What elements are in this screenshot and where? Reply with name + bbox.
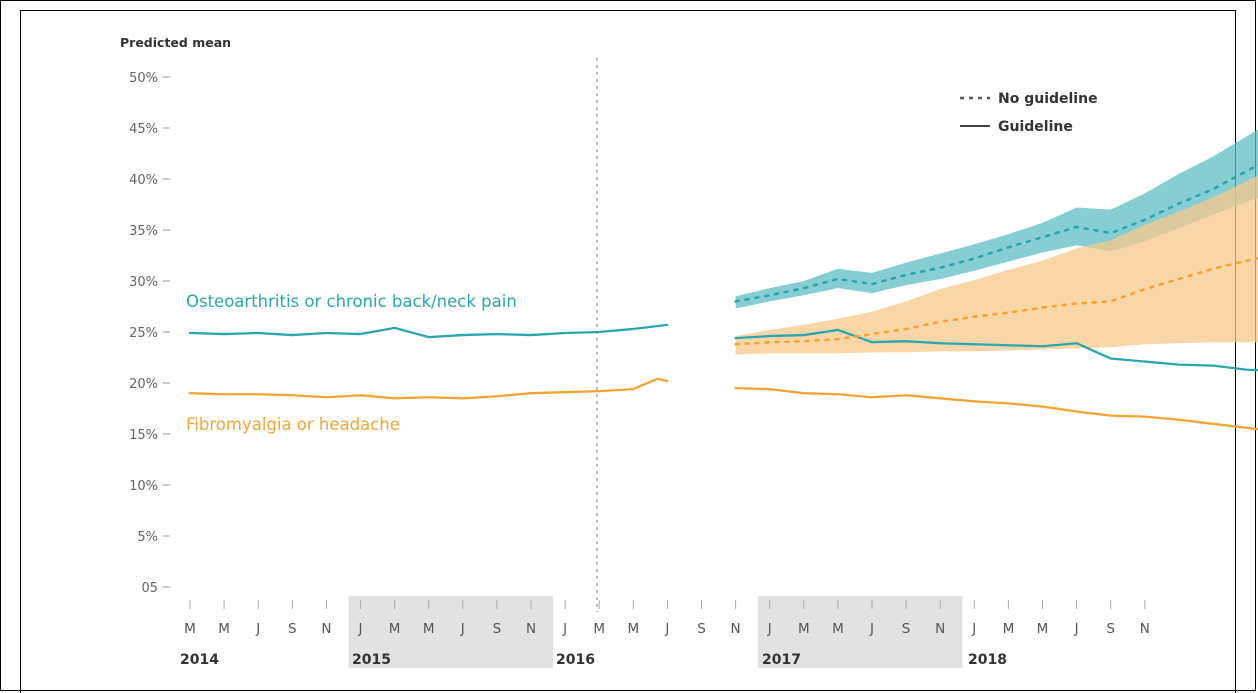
year-label-2014: 2014 <box>180 652 219 668</box>
x-tick-label: M <box>627 621 639 637</box>
x-tick-label: J <box>358 621 363 637</box>
y-tick-label: 20% <box>129 377 158 392</box>
x-axis: M M J S N J M M J S N J M M J S N J M M J S N J M M J S N 2014 2015 201… <box>180 600 1150 668</box>
x-tick-label: N <box>935 621 945 637</box>
band-fib_band <box>735 175 1258 355</box>
x-tick-label: J <box>562 621 567 637</box>
x-tick-label: N <box>321 621 331 637</box>
x-tick-label: M <box>218 621 230 637</box>
x-tick-label: J <box>1074 621 1079 637</box>
inner-frame <box>20 10 1236 693</box>
x-tick-label: N <box>731 621 741 637</box>
year-label-2015: 2015 <box>352 652 391 668</box>
y-tick-label: 40% <box>129 173 158 188</box>
y-tick-label: 50% <box>129 71 158 86</box>
line-oa_noguideline <box>734 163 1258 303</box>
series-labels: Osteoarthritis or chronic back/neck pain… <box>186 292 517 434</box>
x-tick-label: J <box>869 621 874 637</box>
x-tick-label: S <box>1106 621 1115 637</box>
legend-guideline-label: Guideline <box>998 119 1073 135</box>
year-shade-2015 <box>348 596 554 668</box>
x-tick-label: M <box>832 621 844 637</box>
y-tick-label: 25% <box>129 326 158 341</box>
y-tick-label: 10% <box>129 479 158 494</box>
y-tick-label: 35% <box>129 224 158 239</box>
line-fib_pre <box>188 377 669 400</box>
y-tick-label: 05 <box>141 581 158 596</box>
series-label-fibromyalgia: Fibromyalgia or headache <box>186 415 400 434</box>
x-tick-label: J <box>971 621 976 637</box>
x-tick-label: M <box>1037 621 1049 637</box>
x-tick-label: M <box>184 621 196 637</box>
x-tick-label: M <box>798 621 810 637</box>
x-tick-label: J <box>460 621 465 637</box>
year-shading <box>348 596 963 668</box>
y-axis-title: Predicted mean <box>120 35 231 50</box>
x-tick-label: M <box>423 621 435 637</box>
x-tick-label: J <box>767 621 772 637</box>
x-tick-label: S <box>697 621 706 637</box>
x-tick-label: S <box>288 621 297 637</box>
year-label-2017: 2017 <box>762 652 801 668</box>
x-tick-label: N <box>1140 621 1150 637</box>
y-tick-label: 30% <box>129 275 158 290</box>
x-tick-label: M <box>389 621 401 637</box>
y-tick-label: 15% <box>129 428 158 443</box>
legend-no-guideline-label: No guideline <box>998 91 1098 107</box>
year-shade-2017 <box>757 596 963 668</box>
year-label-2016: 2016 <box>556 652 595 668</box>
line-fib_guideline <box>734 386 1258 431</box>
series-label-osteoarthritis: Osteoarthritis or chronic back/neck pain <box>186 292 517 311</box>
x-tick-label: J <box>255 621 260 637</box>
x-tick-label: S <box>902 621 911 637</box>
x-tick-label: M <box>593 621 605 637</box>
line-oa_pre <box>188 323 669 339</box>
confidence-bands <box>735 129 1258 355</box>
legend: No guideline Guideline <box>960 91 1098 135</box>
x-tick-label: J <box>664 621 669 637</box>
y-tick-label: 5% <box>137 530 158 545</box>
x-tick-label: S <box>493 621 502 637</box>
x-tick-label: M <box>1003 621 1015 637</box>
x-tick-label: N <box>526 621 536 637</box>
line-oa_guideline <box>734 328 1258 372</box>
series-lines <box>188 163 1258 431</box>
y-axis: 05 5% 10% 15% 20% 25% 30% 35% 40% 45% 50% <box>129 71 170 596</box>
line-fib_noguideline <box>734 256 1258 346</box>
y-tick-label: 45% <box>129 122 158 137</box>
year-label-2018: 2018 <box>968 652 1007 668</box>
